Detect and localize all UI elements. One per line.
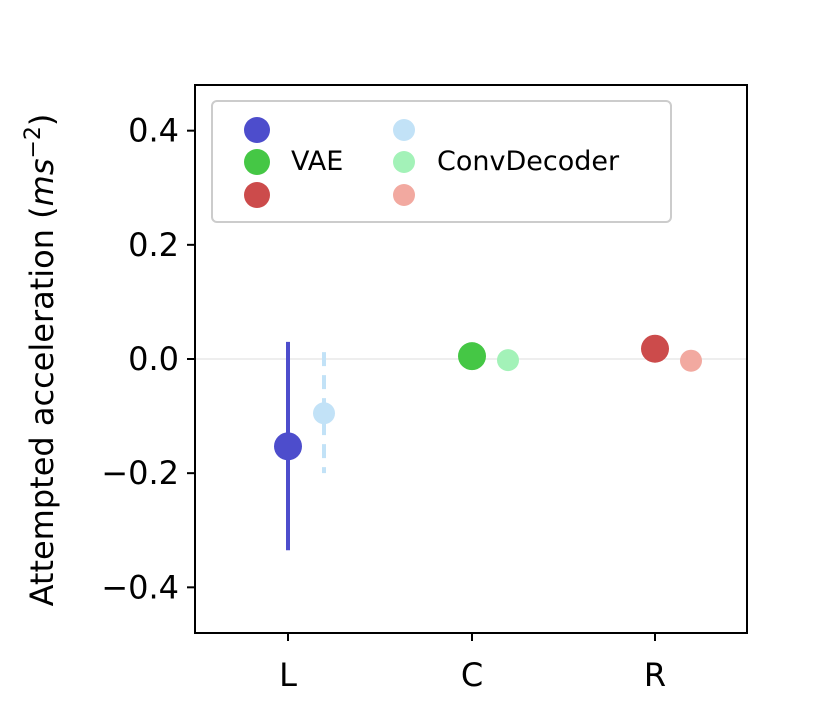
x-tick-label: C bbox=[461, 656, 483, 694]
data-points bbox=[274, 334, 702, 461]
legend-marker bbox=[244, 149, 270, 175]
y-tick-label: 0.0 bbox=[128, 340, 179, 378]
y-axis-label-exponent: −2 bbox=[21, 126, 46, 158]
y-tick-label: −0.2 bbox=[101, 454, 179, 492]
x-tick-label: L bbox=[279, 656, 297, 694]
legend-entries bbox=[244, 117, 415, 208]
y-axis-label-unit: ms bbox=[23, 158, 61, 206]
data-point bbox=[458, 342, 486, 371]
y-tick-label: 0.4 bbox=[128, 112, 179, 150]
legend-box bbox=[211, 100, 672, 223]
y-tick-label: −0.4 bbox=[101, 568, 179, 606]
legend-marker bbox=[244, 117, 270, 143]
legend-marker bbox=[393, 119, 415, 141]
legend-label-vae: VAE bbox=[291, 146, 343, 177]
y-axis: 0.4 0.2 0.0 −0.2 −0.4 bbox=[101, 112, 195, 606]
legend-label-convdecoder: ConvDecoder bbox=[437, 146, 620, 177]
data-point bbox=[497, 349, 519, 372]
data-point bbox=[313, 402, 335, 425]
y-tick-label: 0.2 bbox=[128, 226, 179, 264]
y-axis-label-text: Attempted acceleration bbox=[23, 229, 61, 606]
data-point bbox=[680, 349, 702, 372]
data-point bbox=[274, 432, 302, 461]
legend-marker bbox=[244, 182, 270, 208]
data-point bbox=[641, 334, 669, 363]
x-tick-label: R bbox=[644, 656, 666, 694]
y-axis-label: Attempted acceleration (ms−2) bbox=[21, 114, 61, 607]
legend-marker bbox=[393, 151, 415, 173]
legend-marker bbox=[393, 184, 415, 206]
legend: VAE ConvDecoder bbox=[211, 100, 672, 223]
